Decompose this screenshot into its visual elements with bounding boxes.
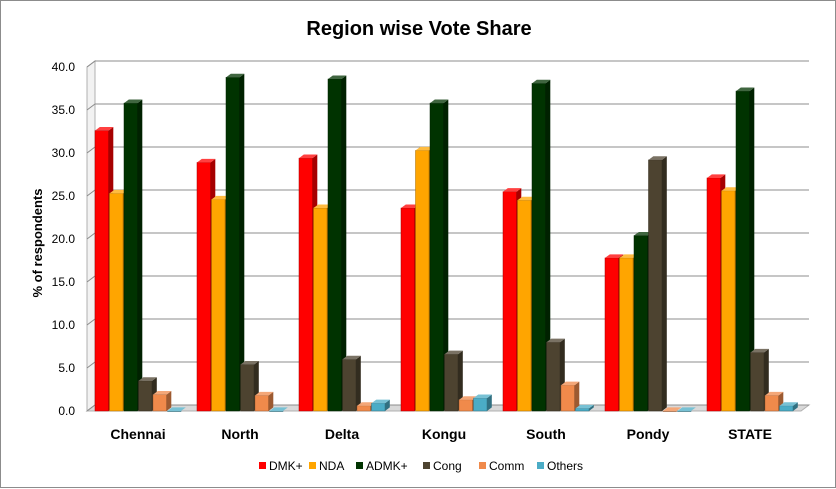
y-tick-label: 30.0 xyxy=(52,146,76,160)
bar-cong-delta xyxy=(342,355,361,412)
y-tick-label: 15.0 xyxy=(52,275,76,289)
legend-item: DMK+ xyxy=(259,459,303,473)
bar-cong-kongu xyxy=(444,350,463,412)
bar-comm-pondy xyxy=(662,407,682,412)
legend-label: DMK+ xyxy=(269,459,303,473)
legend-item: ADMK+ xyxy=(356,459,408,473)
x-tick-label: Pondy xyxy=(627,426,670,442)
legend-label: NDA xyxy=(319,459,344,473)
bar-others-state xyxy=(779,402,798,412)
bar-others-north xyxy=(269,407,288,412)
bar-others-pondy xyxy=(677,407,696,412)
x-tick-label: Delta xyxy=(325,426,359,442)
bar-others-south xyxy=(575,404,594,412)
legend-label: Cong xyxy=(433,459,462,473)
legend-label: ADMK+ xyxy=(366,459,408,473)
bar-comm-south xyxy=(560,381,580,412)
x-tick-label: STATE xyxy=(728,426,772,442)
bar-admk-kongu xyxy=(429,99,449,412)
x-tick-label: Chennai xyxy=(110,426,165,442)
legend-swatch xyxy=(423,462,430,469)
bar-others-chennai xyxy=(167,407,186,412)
legend: DMK+ NDA ADMK+ Cong Comm Others xyxy=(259,459,583,473)
bar-others-delta xyxy=(371,399,390,412)
y-tick-label: 25.0 xyxy=(52,189,76,203)
legend-item: Comm xyxy=(479,459,524,473)
x-tick-label: South xyxy=(526,426,566,442)
legend-item: Cong xyxy=(423,459,462,473)
y-tick-label: 35.0 xyxy=(52,103,76,117)
legend-swatch xyxy=(309,462,316,469)
bar-admk-delta xyxy=(327,75,347,412)
chart-title: Region wise Vote Share xyxy=(306,18,531,40)
y-tick-label: 5.0 xyxy=(58,361,75,375)
legend-label: Comm xyxy=(489,459,524,473)
legend-swatch xyxy=(259,462,266,469)
gridline xyxy=(86,60,809,68)
legend-item: NDA xyxy=(309,459,344,473)
y-tick-label: 40.0 xyxy=(52,60,76,74)
x-tick-label: North xyxy=(221,426,258,442)
y-tick-label: 10.0 xyxy=(52,318,76,332)
bar-admk-state xyxy=(735,87,755,412)
bar-admk-chennai xyxy=(123,99,143,412)
y-axis-label: % of respondents xyxy=(30,188,45,297)
bar-cong-chennai xyxy=(138,377,157,412)
x-tick-label: Kongu xyxy=(422,426,466,442)
bar-comm-north xyxy=(254,391,274,412)
bar-others-kongu xyxy=(473,394,492,412)
legend-item: Others xyxy=(537,459,583,473)
bar-admk-south xyxy=(531,79,551,412)
legend-swatch xyxy=(479,462,486,469)
y-tick-label: 0.0 xyxy=(58,404,75,418)
bar-comm-chennai xyxy=(152,391,172,412)
y-tick-labels: 0.0 5.0 10.0 15.0 20.0 25.0 30.0 35.0 40.0 xyxy=(52,60,76,418)
gridline xyxy=(86,103,809,111)
bars xyxy=(94,73,798,412)
legend-swatch xyxy=(537,462,544,469)
x-tick-labels: Chennai North Delta Kongu South Pondy STATE xyxy=(110,426,772,442)
legend-label: Others xyxy=(547,459,583,473)
bar-admk-north xyxy=(225,73,245,412)
bar-cong-pondy xyxy=(648,156,667,412)
legend-swatch xyxy=(356,462,363,469)
y-tick-label: 20.0 xyxy=(52,232,76,246)
